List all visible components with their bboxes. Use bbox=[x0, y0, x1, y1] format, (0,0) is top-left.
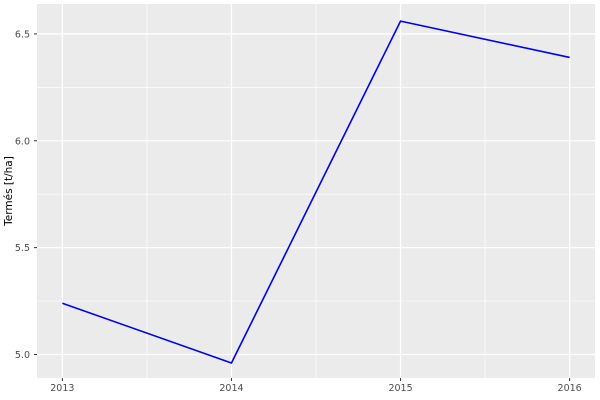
data-line bbox=[62, 20, 570, 364]
x-tick-label: 2013 bbox=[50, 383, 74, 394]
x-tick-label: 2015 bbox=[388, 383, 412, 394]
plot-layers: 2013 2014 2015 2016 5.0 5.5 6.0 6.5 bbox=[15, 4, 595, 394]
x-tick-label: 2016 bbox=[558, 383, 582, 394]
y-tick-label: 6.5 bbox=[15, 29, 30, 40]
x-tick-label: 2014 bbox=[219, 383, 243, 394]
y-axis-title: Termés [t/ha] bbox=[3, 156, 15, 227]
y-tick-label: 5.0 bbox=[15, 350, 30, 361]
y-tick-label: 5.5 bbox=[15, 243, 30, 254]
y-tick-label: 6.0 bbox=[15, 136, 30, 147]
